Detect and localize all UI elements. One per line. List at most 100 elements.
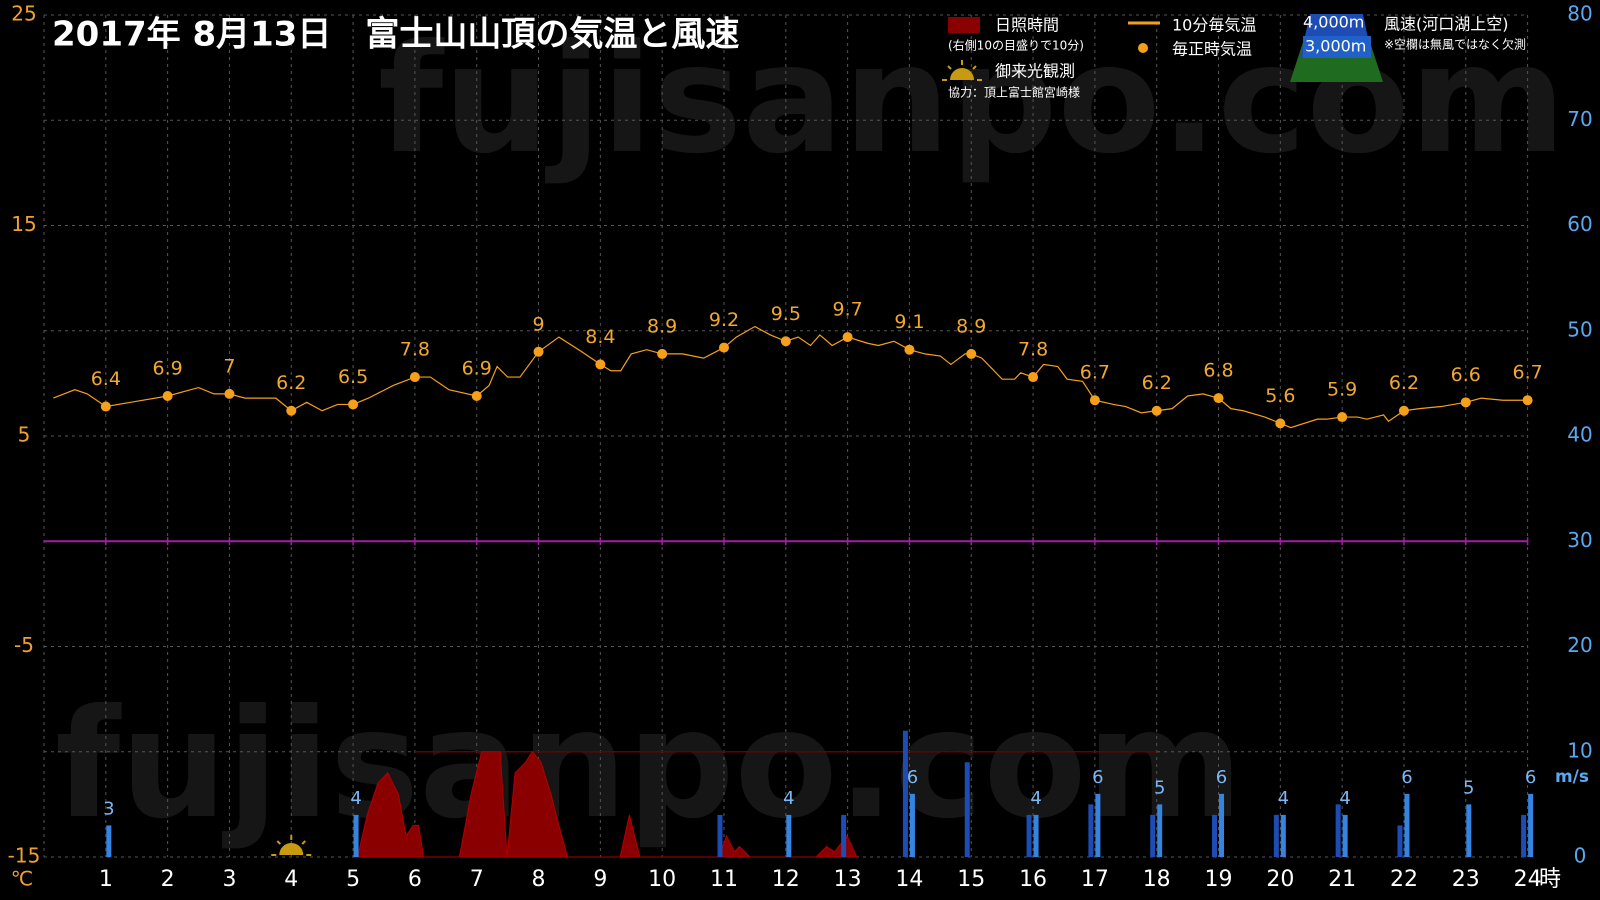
data-label: 6 — [1092, 767, 1103, 788]
temperature-point — [409, 372, 420, 383]
wind-bar — [1280, 814, 1286, 857]
y2-tick-label: 30 — [1567, 528, 1592, 552]
temperature-point — [224, 388, 235, 399]
data-label: 8.9 — [956, 315, 986, 337]
wind-bar — [1088, 804, 1094, 857]
x-tick-label: 8 — [532, 867, 546, 892]
x-tick-label: 1 — [99, 867, 113, 892]
data-label: 6.2 — [1389, 372, 1419, 394]
legend-label: 毎正時気温 — [1172, 40, 1252, 59]
wind-bar — [1157, 804, 1163, 857]
y-tick-label: -5 — [14, 633, 34, 657]
x-tick-label: 9 — [593, 867, 607, 892]
data-label: 6.7 — [1512, 362, 1542, 384]
wind-bar — [1342, 814, 1348, 857]
wind-bar — [1212, 814, 1218, 857]
x-tick-label: 5 — [346, 867, 360, 892]
temperature-point — [1028, 372, 1039, 383]
data-label: 6.5 — [338, 366, 368, 388]
y2-tick-label: 40 — [1567, 423, 1592, 447]
temperature-point — [533, 346, 544, 357]
temperature-point — [1460, 397, 1471, 408]
temperature-point — [1151, 405, 1162, 416]
wind-bar — [909, 793, 915, 857]
data-label: 5.9 — [1327, 379, 1357, 401]
x-tick-label: 4 — [284, 867, 298, 892]
x-tick-label: 16 — [1019, 867, 1047, 892]
watermark: fujisanpo.com — [55, 678, 1243, 852]
chart-title: 2017年 8月13日 富士山山頂の気温と風速 — [52, 15, 739, 55]
wind-bar — [717, 814, 723, 857]
y-tick-label: 5 — [18, 423, 31, 447]
x-tick-label: 22 — [1390, 867, 1418, 892]
temperature-point — [348, 399, 359, 410]
x-tick-label: 13 — [834, 867, 862, 892]
temperature-point — [1522, 395, 1533, 406]
wind-bar — [902, 730, 908, 857]
data-label: 7 — [223, 355, 235, 377]
data-label: 6.6 — [1451, 364, 1481, 386]
wind-bar — [353, 814, 359, 857]
y-tick-label: 25 — [11, 2, 36, 26]
temperature-point — [842, 332, 853, 343]
legend-label: 10分毎気温 — [1172, 16, 1256, 35]
x-tick-label: 15 — [957, 867, 985, 892]
sunrise-icon — [271, 835, 312, 856]
temperature-point — [966, 348, 977, 359]
sun-ray — [301, 840, 306, 845]
legend-label: 風速(河口湖上空) — [1384, 15, 1509, 34]
data-label: 9.7 — [833, 299, 863, 321]
data-label: 5 — [1154, 777, 1165, 798]
legend: 日照時間 (右側10の目盛りで10分) 御来光観測 協力：頂上富士館宮崎様 10… — [942, 13, 1526, 100]
x-tick-label: 3 — [222, 867, 236, 892]
x-tick-label: 24 — [1514, 867, 1542, 892]
wind-bar — [1026, 814, 1032, 857]
x-tick-label: 11 — [710, 867, 738, 892]
wind-bar — [1521, 814, 1527, 857]
y2-tick-label: 60 — [1567, 212, 1592, 236]
temperature-point — [595, 359, 606, 370]
data-label: 7.8 — [1018, 339, 1048, 361]
data-label: 6 — [1216, 767, 1227, 788]
wind-bar — [1095, 793, 1101, 857]
data-label: 6 — [907, 767, 918, 788]
x-axis-label: 時 — [1539, 867, 1561, 892]
data-label: 5 — [1463, 777, 1474, 798]
data-label: 6.9 — [462, 358, 492, 380]
data-label: 8.9 — [647, 315, 677, 337]
temperature-point — [286, 405, 297, 416]
sun-icon — [942, 60, 982, 81]
wind-bar — [1466, 804, 1472, 857]
x-tick-label: 17 — [1081, 867, 1109, 892]
x-tick-label: 18 — [1143, 867, 1171, 892]
wind-bar — [1033, 814, 1039, 857]
y2-tick-label: 50 — [1567, 317, 1592, 341]
temperature-point — [657, 348, 668, 359]
x-tick-label: 12 — [772, 867, 800, 892]
legend-swatch — [1138, 43, 1148, 53]
x-tick-label: 20 — [1266, 867, 1294, 892]
data-label: 6.7 — [1080, 362, 1110, 384]
temperature-point — [1275, 418, 1286, 429]
temperature-point — [100, 401, 111, 412]
data-label: 9.5 — [771, 303, 801, 325]
data-label: 4 — [1278, 788, 1289, 809]
data-label: 6.2 — [276, 372, 306, 394]
legend-label: 日照時間 — [995, 16, 1059, 35]
data-label: 4 — [1030, 788, 1041, 809]
y2-tick-label: 80 — [1567, 2, 1592, 26]
data-label: 6.2 — [1142, 372, 1172, 394]
legend-label: 御来光観測 — [995, 62, 1075, 81]
y2-tick-label: 20 — [1567, 633, 1592, 657]
wind-bar — [841, 814, 847, 857]
data-label: 4 — [350, 788, 361, 809]
data-label: 5.6 — [1265, 385, 1295, 407]
data-label: 3 — [103, 798, 114, 819]
x-tick-label: 19 — [1205, 867, 1233, 892]
wind-bar — [964, 762, 970, 857]
temperature-point — [780, 336, 791, 347]
x-tick-label: 21 — [1328, 867, 1356, 892]
wind-bar — [1219, 793, 1225, 857]
wind-bar — [1528, 793, 1534, 857]
